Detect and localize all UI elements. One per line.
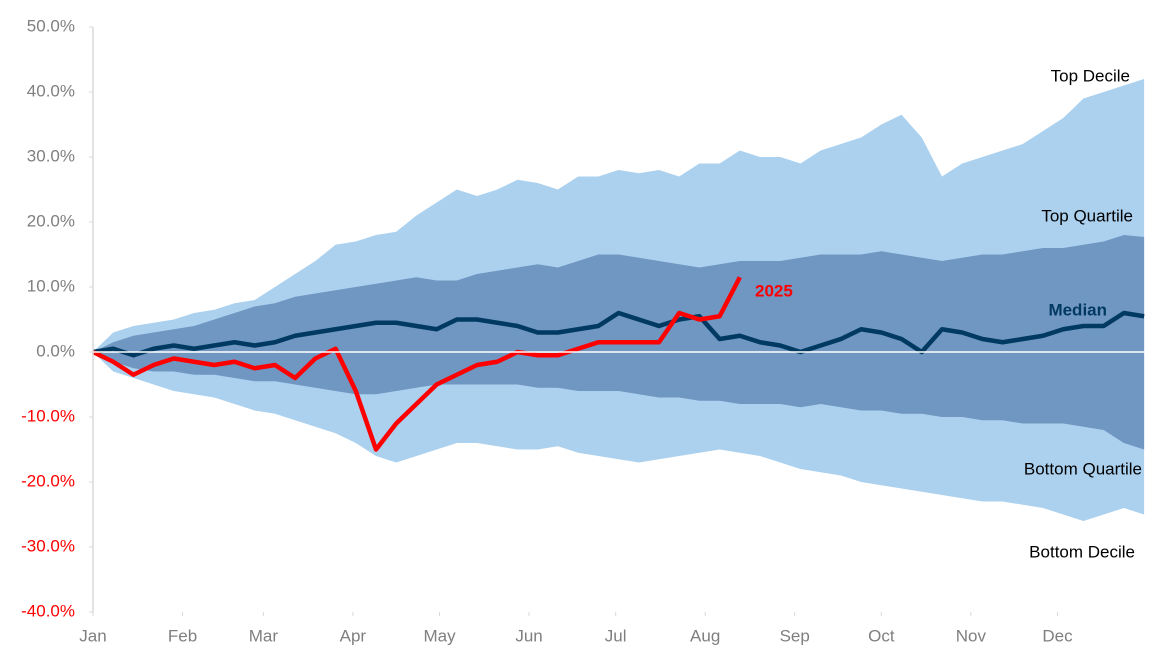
series-label: Bottom Decile <box>1029 542 1135 561</box>
x-tick-label: Sep <box>780 626 810 645</box>
y-tick-label: -40.0% <box>21 601 75 620</box>
series-line <box>92 310 1145 358</box>
series-label: Top Quartile <box>1041 206 1133 225</box>
band-area <box>93 352 1145 450</box>
y-tick-label: 10.0% <box>27 276 75 295</box>
y-tick-label: 0.0% <box>36 341 75 360</box>
x-tick-label: Dec <box>1042 626 1073 645</box>
x-tick-label: Mar <box>249 626 279 645</box>
y-tick-label: -20.0% <box>21 471 75 490</box>
y-tick-label: -30.0% <box>21 536 75 555</box>
y-tick-label: 30.0% <box>27 146 75 165</box>
series-line <box>92 276 742 452</box>
x-tick-label: May <box>423 626 456 645</box>
y-tick-label: -10.0% <box>21 406 75 425</box>
series-label: Bottom Quartile <box>1024 459 1142 478</box>
y-tick-label: 20.0% <box>27 211 75 230</box>
series-label: Top Decile <box>1051 66 1130 85</box>
x-tick-label: Nov <box>956 626 987 645</box>
x-tick-label: Feb <box>168 626 197 645</box>
y-tick-label: 50.0% <box>27 16 75 35</box>
x-tick-label: Jan <box>79 626 106 645</box>
x-tick-label: Jun <box>515 626 542 645</box>
y-tick-label: 40.0% <box>27 81 75 100</box>
series-label: Median <box>1048 300 1107 319</box>
series-label: 2025 <box>755 281 793 300</box>
x-tick-label: Aug <box>690 626 720 645</box>
x-tick-label: Oct <box>868 626 895 645</box>
band-area <box>93 235 1145 352</box>
x-tick-label: Apr <box>340 626 367 645</box>
x-tick-label: Jul <box>605 626 627 645</box>
